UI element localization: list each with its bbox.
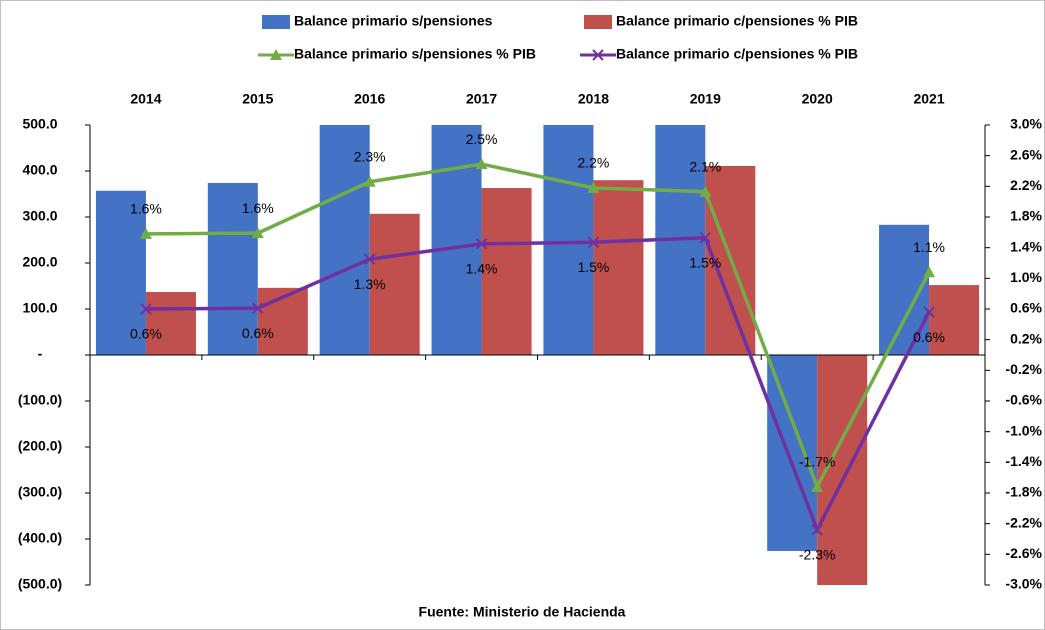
legend-swatch bbox=[262, 15, 290, 29]
data-label: 1.5% bbox=[577, 259, 609, 275]
bar bbox=[319, 125, 370, 355]
y2-tick-label: 1.4% bbox=[1010, 238, 1042, 254]
marker bbox=[811, 524, 823, 536]
data-label: 0.6% bbox=[242, 325, 274, 341]
marker bbox=[140, 303, 152, 315]
y2-tick-label: -0.2% bbox=[1005, 361, 1042, 377]
y2-tick-label: 0.2% bbox=[1010, 330, 1042, 346]
legend-label: Balance primario s/pensiones % PIB bbox=[294, 46, 536, 62]
y2-tick-label: -2.2% bbox=[1005, 514, 1042, 530]
y-tick-label: - bbox=[38, 346, 43, 362]
x-tick-label: 2015 bbox=[242, 91, 273, 107]
x-tick-label: 2021 bbox=[913, 91, 944, 107]
x-tick-label: 2018 bbox=[578, 91, 609, 107]
y2-tick-label: -1.8% bbox=[1005, 484, 1042, 500]
y2-tick-label: 1.8% bbox=[1010, 208, 1042, 224]
data-label: 1.3% bbox=[354, 276, 386, 292]
x-tick-label: 2020 bbox=[802, 91, 833, 107]
y2-tick-label: 1.0% bbox=[1010, 269, 1042, 285]
data-label: 0.6% bbox=[130, 326, 162, 342]
source: Fuente: Ministerio de Hacienda bbox=[419, 604, 626, 620]
y2-tick-label: 2.2% bbox=[1010, 177, 1042, 193]
legend-label: Balance primario c/pensiones % PIB bbox=[616, 46, 858, 62]
y-tick-label: 300.0 bbox=[22, 208, 57, 224]
marker bbox=[811, 480, 824, 492]
y2-tick-label: 2.6% bbox=[1010, 146, 1042, 162]
bar bbox=[593, 180, 644, 355]
marker bbox=[251, 227, 264, 239]
marker bbox=[923, 266, 936, 278]
marker bbox=[270, 49, 282, 60]
y2-tick-label: -0.6% bbox=[1005, 392, 1042, 408]
marker bbox=[923, 306, 935, 318]
data-label: 1.6% bbox=[130, 201, 162, 217]
data-label: 2.1% bbox=[689, 158, 721, 174]
marker bbox=[699, 231, 712, 244]
x-tick-label: 2017 bbox=[466, 91, 497, 107]
marker bbox=[587, 236, 600, 249]
y-tick-label: (500.0) bbox=[18, 576, 62, 592]
data-label: 2.5% bbox=[466, 131, 498, 147]
marker bbox=[363, 253, 376, 265]
y-tick-label: 400.0 bbox=[22, 162, 57, 178]
x-tick-label: 2014 bbox=[130, 91, 161, 107]
marker bbox=[587, 181, 600, 193]
bar bbox=[481, 188, 532, 355]
y2-tick-label: 3.0% bbox=[1010, 116, 1042, 132]
bar bbox=[929, 285, 980, 355]
legend-label: Balance primario c/pensiones % PIB bbox=[616, 13, 858, 29]
y-tick-label: (200.0) bbox=[18, 438, 62, 454]
marker bbox=[699, 185, 712, 197]
data-label: 1.6% bbox=[242, 200, 274, 216]
data-label: -1.7% bbox=[799, 454, 836, 470]
data-label: 0.6% bbox=[913, 329, 945, 345]
y-tick-label: 500.0 bbox=[22, 116, 57, 132]
bar bbox=[767, 355, 818, 551]
legend-label: Balance primario s/pensiones bbox=[294, 13, 493, 29]
marker bbox=[139, 227, 152, 239]
data-label: 2.2% bbox=[577, 155, 609, 171]
y2-tick-label: -2.6% bbox=[1005, 545, 1042, 561]
x-tick-label: 2016 bbox=[354, 91, 385, 107]
bar bbox=[431, 125, 482, 355]
marker bbox=[252, 302, 264, 314]
line bbox=[145, 235, 931, 535]
y-tick-label: (400.0) bbox=[18, 530, 62, 546]
data-label: 1.4% bbox=[466, 261, 498, 277]
line bbox=[145, 162, 931, 492]
y2-tick-label: 0.6% bbox=[1010, 300, 1042, 316]
bar bbox=[145, 291, 196, 355]
y2-tick-label: -1.4% bbox=[1005, 453, 1042, 469]
legend-swatch bbox=[584, 15, 612, 29]
y-tick-label: (300.0) bbox=[18, 484, 62, 500]
marker bbox=[592, 49, 604, 61]
bar bbox=[543, 125, 594, 355]
data-label: -2.3% bbox=[799, 547, 836, 563]
y-tick-label: (100.0) bbox=[18, 392, 62, 408]
data-label: 1.1% bbox=[913, 239, 945, 255]
marker bbox=[363, 175, 376, 187]
plot bbox=[95, 125, 980, 585]
y2-tick-label: -1.0% bbox=[1005, 422, 1042, 438]
data-label: 1.5% bbox=[689, 254, 721, 270]
y2-tick-label: -3.0% bbox=[1005, 576, 1042, 592]
bar bbox=[95, 190, 146, 355]
marker bbox=[475, 238, 488, 250]
marker bbox=[475, 158, 488, 170]
y-tick-label: 200.0 bbox=[22, 254, 57, 270]
y-tick-label: 100.0 bbox=[22, 300, 57, 316]
data-label: 2.3% bbox=[354, 148, 386, 164]
bar bbox=[369, 213, 420, 355]
x-tick-label: 2019 bbox=[690, 91, 721, 107]
bar bbox=[207, 182, 258, 355]
